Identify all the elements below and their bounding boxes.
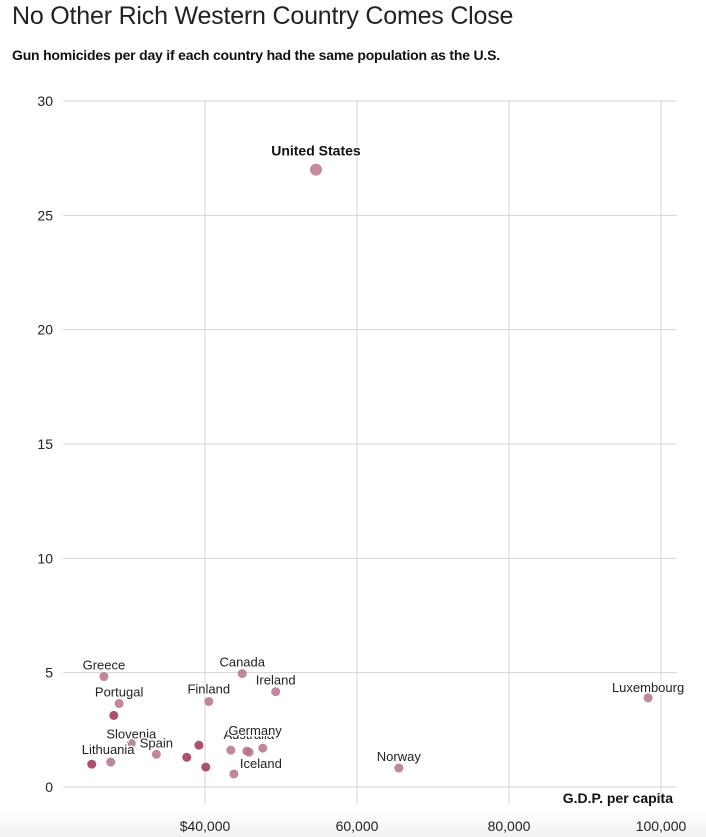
- chart-subtitle: Gun homicides per day if each country ha…: [12, 47, 500, 63]
- point-label: Finland: [187, 681, 230, 696]
- point-label: Iceland: [240, 756, 282, 771]
- x-tick-label: 100,000: [636, 818, 687, 834]
- data-point-slovenia: [126, 738, 136, 748]
- data-point: [226, 745, 236, 755]
- point-label: Spain: [140, 735, 173, 750]
- point-label: Luxembourg: [612, 680, 684, 695]
- data-point-portugal: [114, 699, 124, 709]
- y-tick-label: 5: [45, 665, 53, 681]
- x-axis-label: G.D.P. per capita: [563, 790, 673, 806]
- point-label: Australia: [224, 727, 275, 742]
- y-tick-label: 30: [37, 93, 53, 109]
- bottom-band: [0, 810, 706, 837]
- y-tick-label: 10: [37, 550, 53, 566]
- data-point-finland: [204, 696, 214, 706]
- point-label: Greece: [83, 658, 126, 673]
- data-point: [194, 740, 204, 750]
- point-label: Norway: [377, 749, 422, 764]
- data-point-united-states: [309, 163, 322, 176]
- data-point: [109, 710, 119, 720]
- x-tick-label: $40,000: [180, 818, 231, 834]
- y-tick-label: 15: [37, 436, 53, 452]
- label-layer: United States Luxembourg Norway Canada Irela…: [80, 141, 685, 772]
- x-tick-label: 80,000: [488, 818, 531, 834]
- data-point-greece: [99, 672, 109, 682]
- point-label: United States: [271, 143, 361, 159]
- point-label: Lithuania: [82, 742, 136, 757]
- point-label: Ireland: [256, 673, 296, 688]
- y-tick-label: 0: [45, 779, 53, 795]
- data-point: [201, 762, 211, 772]
- data-point: [182, 752, 192, 762]
- point-layer: [87, 163, 653, 779]
- y-tick-label: 20: [37, 322, 53, 338]
- data-point-norway: [394, 763, 404, 773]
- grid-layer: [63, 100, 677, 805]
- tick-layer: 0 5 10 15 20 25 30 $40,000 60,000 80,000 100,000: [37, 93, 686, 834]
- point-label: Slovenia: [106, 726, 157, 741]
- point-label: Germany: [228, 723, 282, 738]
- chart-title: No Other Rich Western Country Comes Clos…: [12, 2, 514, 30]
- data-point-germany: [244, 747, 254, 757]
- data-point-iceland: [229, 769, 239, 779]
- data-point-luxembourg: [643, 693, 653, 703]
- data-point-canada: [237, 669, 247, 679]
- x-tick-label: 60,000: [336, 818, 379, 834]
- point-label: Canada: [219, 655, 265, 670]
- data-point: [258, 743, 268, 753]
- data-point-lithuania: [87, 759, 97, 769]
- data-point-ireland: [271, 687, 281, 697]
- data-point-spain: [151, 749, 161, 759]
- data-point: [106, 757, 116, 767]
- point-label: Portugal: [95, 685, 144, 700]
- y-tick-label: 25: [37, 207, 53, 223]
